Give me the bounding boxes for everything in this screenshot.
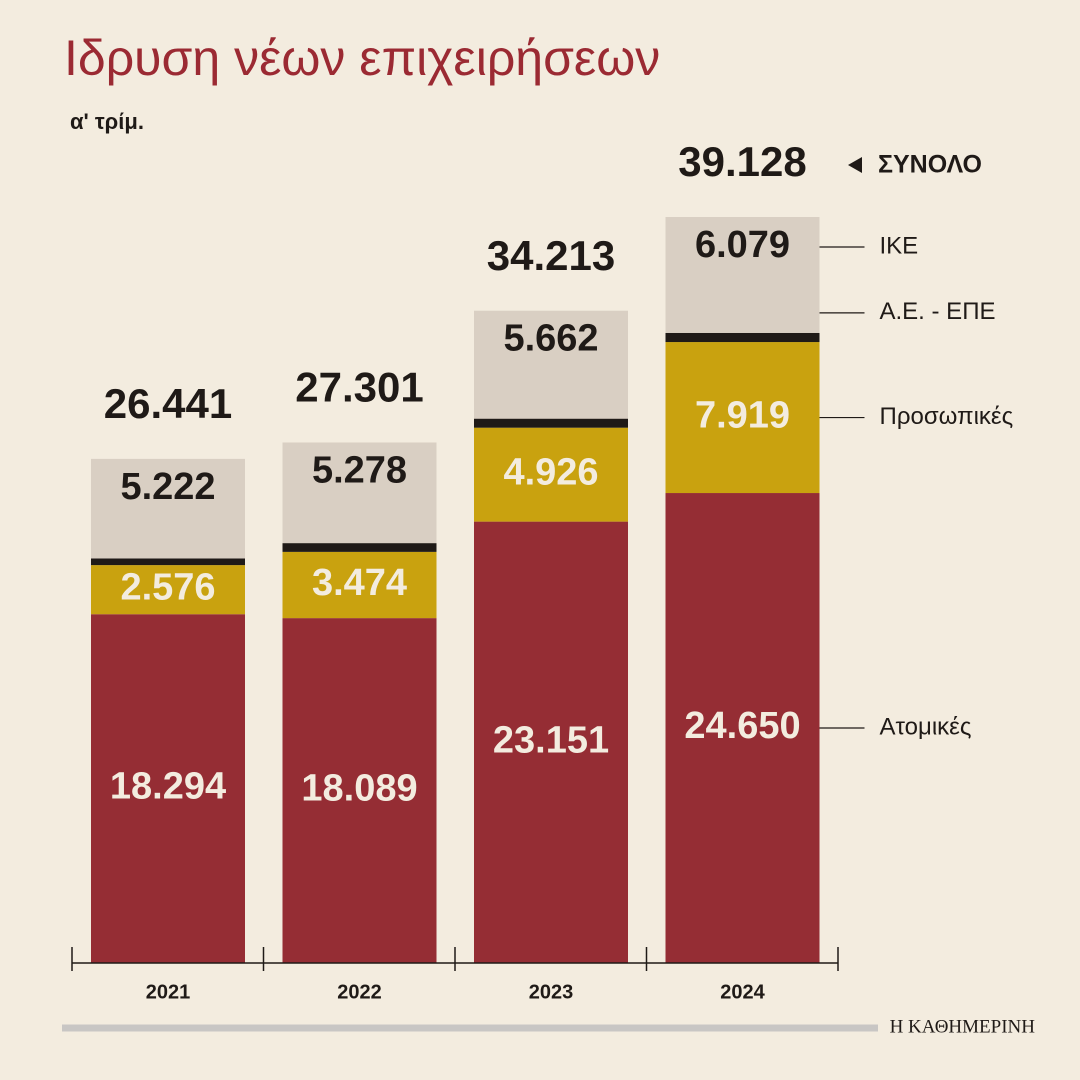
bar-segment: [474, 310, 628, 419]
value-label: 5.662: [503, 318, 598, 360]
bar-segment: [91, 458, 245, 559]
value-label: 7.919: [695, 395, 790, 437]
value-label: 6.079: [695, 224, 790, 266]
legend-label: Α.Ε. - ΕΠΕ: [880, 298, 996, 325]
value-label: 5.278: [312, 450, 407, 492]
value-label: 2.576: [120, 567, 215, 609]
value-label: 18.294: [110, 766, 226, 808]
bar-segment: [91, 558, 245, 566]
bar-segment: [665, 217, 820, 333]
total-label: 27.301: [295, 364, 423, 411]
bar-segment: [282, 543, 437, 552]
value-label: 23.151: [493, 719, 609, 761]
bar-segment: [474, 521, 628, 963]
value-label: 3.474: [312, 562, 407, 604]
chart-title: Ιδρυση νέων επιχειρήσεων: [64, 30, 660, 86]
bar-segment: [665, 493, 820, 963]
value-label: 4.926: [503, 452, 598, 494]
legend-label: Ατομικές: [880, 713, 972, 740]
value-label: 18.089: [301, 768, 417, 810]
total-label: 34.213: [487, 232, 615, 279]
bar-segment: [91, 565, 245, 615]
total-legend: ΣΥΝΟΛΟ: [878, 151, 982, 179]
chart-subtitle: α' τρίμ.: [70, 109, 144, 134]
source: Η ΚΑΘΗΜΕΡΙΝΗ: [890, 1016, 1036, 1037]
total-label: 26.441: [104, 380, 232, 427]
x-tick-label: 2021: [146, 981, 191, 1003]
bar-segment: [665, 332, 820, 343]
value-label: 24.650: [684, 705, 800, 747]
bar-segment: [282, 551, 437, 619]
x-tick-label: 2022: [337, 981, 382, 1003]
bar-segment: [282, 618, 437, 963]
total-label: 39.128: [678, 138, 806, 185]
legend-label: ΙΚΕ: [880, 232, 919, 259]
bar-segment: [91, 614, 245, 963]
x-tick-label: 2024: [720, 981, 765, 1003]
bar-segment: [474, 418, 628, 428]
total-marker: [848, 157, 862, 173]
legend-label: Προσωπικές: [880, 403, 1014, 430]
value-label: 5.222: [120, 466, 215, 508]
bar-segment: [282, 442, 437, 544]
x-tick-label: 2023: [529, 981, 574, 1003]
bar-segment: [474, 427, 628, 522]
bar-segment: [665, 342, 820, 494]
